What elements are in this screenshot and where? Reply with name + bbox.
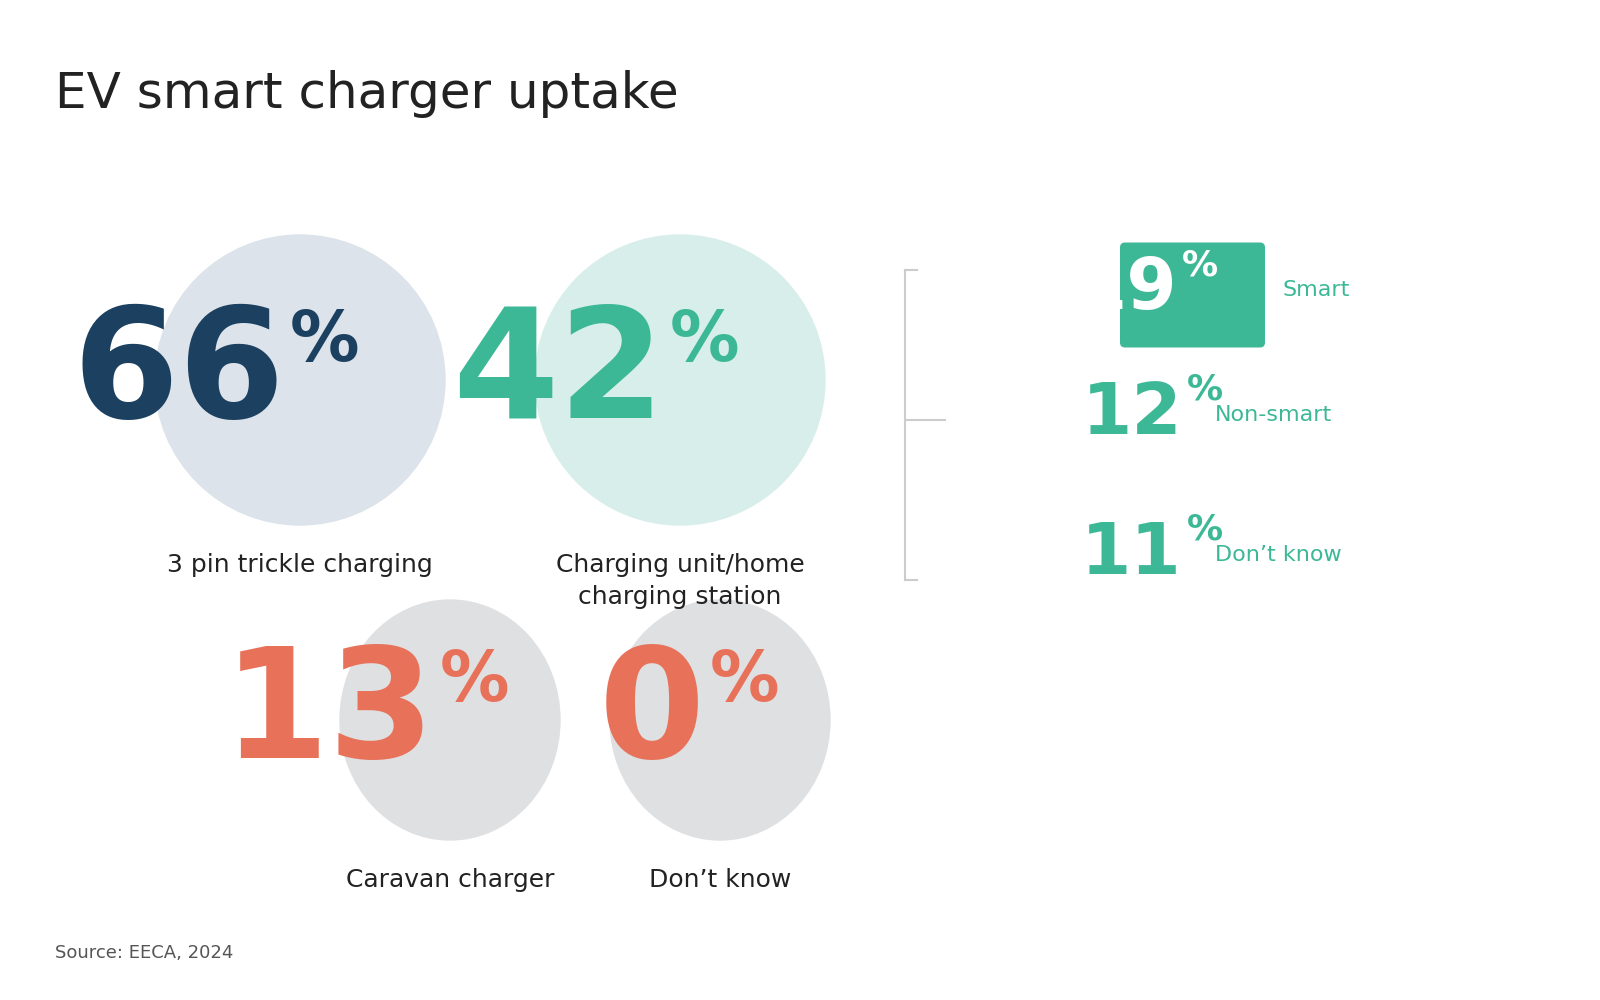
Text: 3 pin trickle charging: 3 pin trickle charging <box>166 553 434 577</box>
Text: 19: 19 <box>1077 254 1178 324</box>
Text: Charging unit/home
charging station: Charging unit/home charging station <box>555 553 805 609</box>
Ellipse shape <box>534 235 826 525</box>
Text: %: % <box>670 308 739 375</box>
Text: %: % <box>1182 248 1218 282</box>
Text: EV smart charger uptake: EV smart charger uptake <box>54 70 678 118</box>
Ellipse shape <box>339 600 560 840</box>
Text: 66: 66 <box>72 300 285 450</box>
Text: 42: 42 <box>453 300 666 450</box>
FancyBboxPatch shape <box>1120 242 1266 348</box>
Text: Smart: Smart <box>1283 280 1350 300</box>
Text: Caravan charger: Caravan charger <box>346 868 554 892</box>
Text: 12: 12 <box>1082 379 1182 448</box>
Text: %: % <box>440 648 510 716</box>
Text: 11: 11 <box>1082 520 1182 588</box>
Text: %: % <box>710 648 779 716</box>
Text: 0: 0 <box>598 641 706 790</box>
Text: Don’t know: Don’t know <box>1214 545 1342 565</box>
Text: %: % <box>1187 373 1222 407</box>
Text: %: % <box>290 308 360 375</box>
Text: 13: 13 <box>222 641 435 790</box>
Text: Source: EECA, 2024: Source: EECA, 2024 <box>54 944 234 962</box>
Text: Don’t know: Don’t know <box>650 868 790 892</box>
Ellipse shape <box>155 235 445 525</box>
Ellipse shape <box>610 600 830 840</box>
Text: Non-smart: Non-smart <box>1214 405 1333 425</box>
Text: %: % <box>1187 513 1222 547</box>
